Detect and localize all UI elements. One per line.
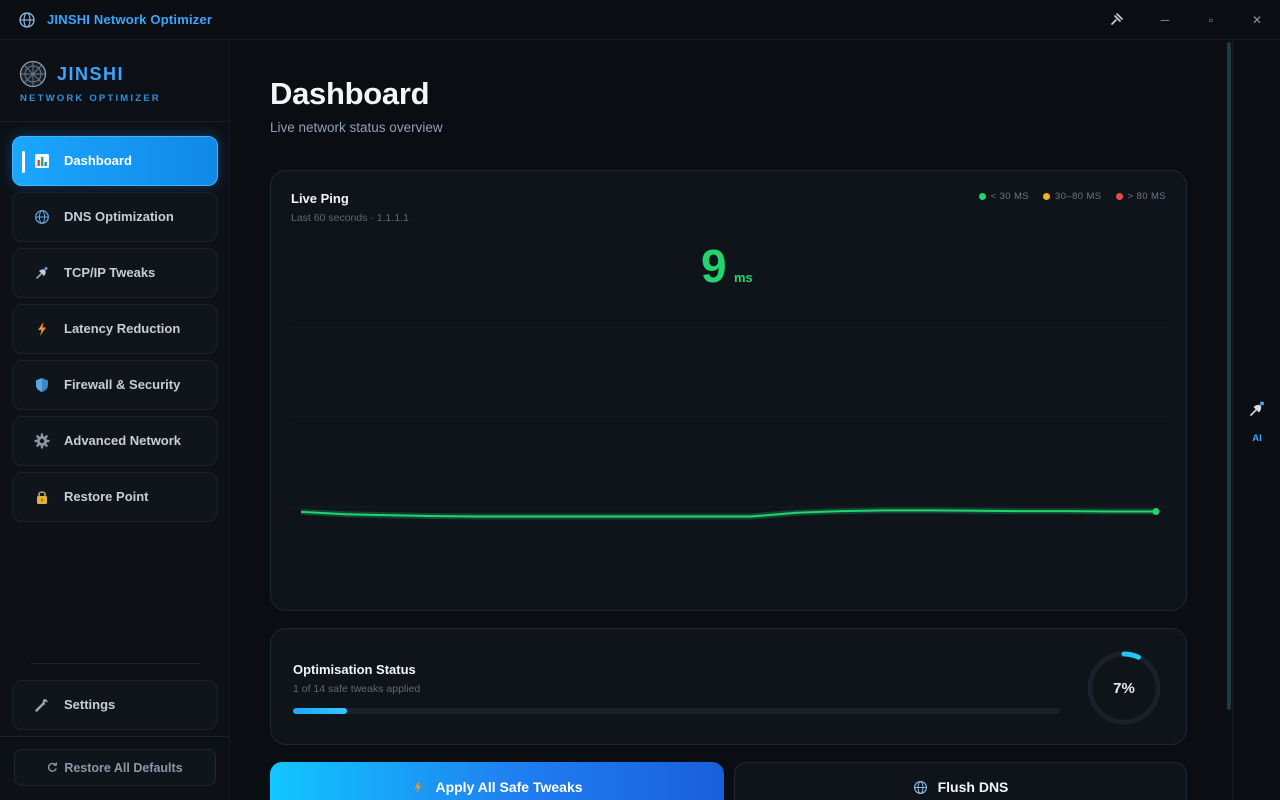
progress-ring <box>1087 651 1161 725</box>
sidebar-item-label: Restore Point <box>64 489 149 504</box>
ping-line-chart <box>291 326 1168 520</box>
legend-label: < 30 MS <box>990 191 1030 202</box>
title-bar: JINSHI Network Optimizer ─ ▫ ✕ <box>0 0 1280 40</box>
optimisation-status-card: Optimisation Status 1 of 14 safe tweaks … <box>270 628 1187 745</box>
legend-item: > 80 MS <box>1115 191 1166 202</box>
legend-label: 30–80 MS <box>1055 191 1102 202</box>
restore-defaults-button[interactable]: Restore All Defaults <box>14 749 216 786</box>
legend-dot <box>1115 193 1123 200</box>
progress-fill <box>293 708 347 714</box>
sidebar-item-label: Latency Reduction <box>64 321 181 336</box>
brand-name: JINSHI <box>57 64 125 84</box>
legend-dot <box>978 193 986 200</box>
pin-icon <box>1111 13 1123 25</box>
flush-button-label: Flush DNS <box>937 779 1009 795</box>
chart-legend: < 30 MS 30–80 MS > 80 MS <box>978 191 1166 202</box>
globe-icon <box>913 780 927 794</box>
sidebar-item-restore-point[interactable]: Restore Point <box>12 472 218 522</box>
flush-dns-button[interactable]: Flush DNS <box>734 762 1187 800</box>
satellite-icon <box>33 264 51 282</box>
settings-label: Settings <box>64 697 116 712</box>
ping-series-line <box>300 509 1156 518</box>
globe-icon <box>33 208 51 226</box>
ai-side-panel: AI <box>1232 40 1280 800</box>
minimize-button[interactable]: ─ <box>1160 13 1170 27</box>
globe-icon <box>19 12 35 28</box>
window-title: JINSHI Network Optimizer <box>47 12 213 27</box>
legend-label: > 80 MS <box>1127 191 1166 202</box>
bar-chart-icon <box>33 152 51 170</box>
scrollbar[interactable] <box>1226 40 1232 710</box>
sidebar-item-dashboard[interactable]: Dashboard <box>12 136 218 186</box>
sidebar-item-latency-reduction[interactable]: Latency Reduction <box>12 304 218 354</box>
pin-button[interactable] <box>1103 8 1129 32</box>
sidebar-item-dns-optimization[interactable]: DNS Optimization <box>12 192 218 242</box>
sidebar-item-label: Firewall & Security <box>64 377 181 392</box>
sidebar-item-label: Advanced Network <box>64 433 182 448</box>
divider <box>0 121 229 122</box>
card-title: Live Ping <box>291 191 349 206</box>
wrench-icon <box>33 696 51 714</box>
optimisation-progress-bar <box>293 708 1060 714</box>
scrollbar-thumb[interactable] <box>1227 42 1231 710</box>
lightning-icon <box>414 780 422 794</box>
sidebar-item-label: DNS Optimization <box>64 209 174 224</box>
legend-item: 30–80 MS <box>1043 191 1102 202</box>
page-subtitle: Live network status overview <box>270 120 443 135</box>
ai-label[interactable]: AI <box>1252 433 1262 444</box>
ai-assistant-icon[interactable] <box>1248 400 1266 418</box>
main-content: Dashboard Live network status overview L… <box>231 40 1226 800</box>
live-ping-card: Live Ping Last 60 seconds · 1.1.1.1 < 30… <box>270 170 1187 611</box>
lightning-icon <box>33 320 51 338</box>
card-subtitle: 1 of 14 safe tweaks applied <box>293 683 421 695</box>
close-button[interactable]: ✕ <box>1251 13 1263 27</box>
shield-icon <box>33 376 51 394</box>
brand-subtitle: NETWORK OPTIMIZER <box>20 93 161 104</box>
lock-icon <box>33 488 51 506</box>
sidebar-item-tcp-ip-tweaks[interactable]: TCP/IP Tweaks <box>12 248 218 298</box>
sidebar: JINSHI NETWORK OPTIMIZER Dashboard DNS O… <box>0 40 230 800</box>
divider <box>0 736 229 737</box>
refresh-icon <box>48 762 58 772</box>
card-subtitle: Last 60 seconds · 1.1.1.1 <box>291 212 409 224</box>
legend-dot <box>1043 193 1051 200</box>
legend-item: < 30 MS <box>978 191 1030 202</box>
sidebar-item-advanced-network[interactable]: Advanced Network <box>12 416 218 466</box>
latest-ping-point <box>1152 508 1160 516</box>
divider <box>30 663 200 664</box>
settings-button[interactable]: Settings <box>12 680 218 730</box>
maximize-button[interactable]: ▫ <box>1208 13 1214 27</box>
sidebar-item-label: Dashboard <box>64 153 132 168</box>
progress-percent: 7% <box>1113 679 1135 697</box>
logo-icon <box>19 60 47 88</box>
apply-button-label: Apply All Safe Tweaks <box>435 779 583 795</box>
card-title: Optimisation Status <box>293 662 416 677</box>
apply-all-safe-tweaks-button[interactable]: Apply All Safe Tweaks <box>270 762 724 800</box>
ping-unit: ms <box>734 270 753 285</box>
current-ping-value: 9 <box>701 240 727 292</box>
gear-icon <box>33 432 51 450</box>
active-indicator <box>22 151 25 173</box>
sidebar-item-firewall-security[interactable]: Firewall & Security <box>12 360 218 410</box>
page-title: Dashboard <box>270 76 430 111</box>
sidebar-item-label: TCP/IP Tweaks <box>64 265 156 280</box>
restore-defaults-label: Restore All Defaults <box>64 760 183 775</box>
